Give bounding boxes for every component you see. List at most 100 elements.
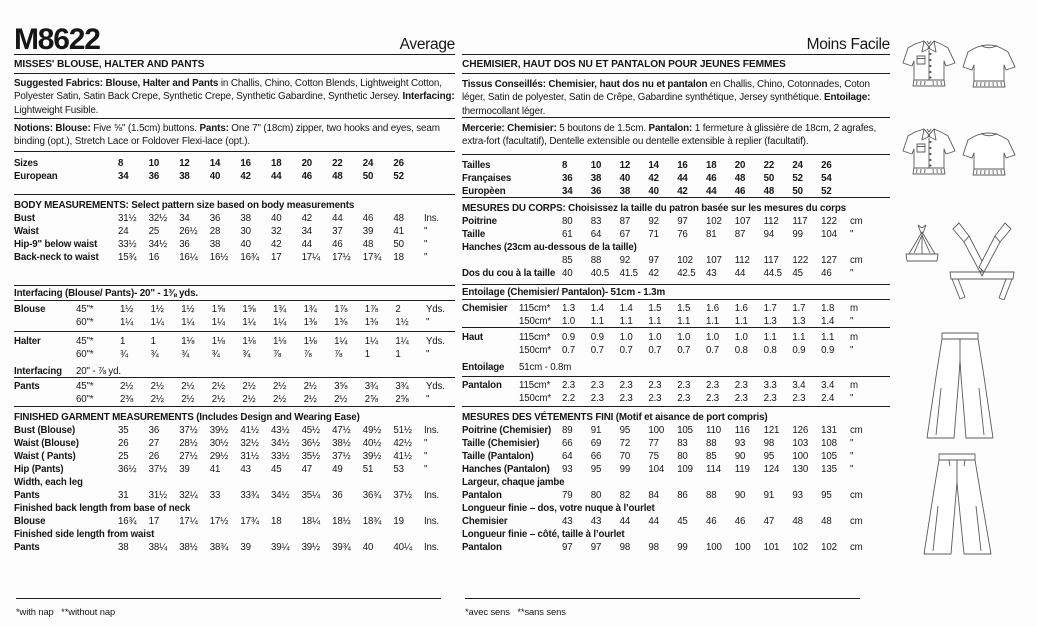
- table-cell: 1.1: [734, 316, 748, 327]
- table-cell: 42: [301, 213, 313, 224]
- table-cell: ⅞: [303, 349, 312, 360]
- table-cell: Hanches (23cm au-dessous de la taille): [462, 242, 637, 253]
- table-cell: 43: [240, 464, 251, 475]
- sizes-table-en: Sizes 8 10 12 14 16 18 20 22 24 26 European 34 36 38 40…: [14, 152, 455, 195]
- table-cell: ": [423, 438, 428, 449]
- mesures-vetements-fini-table: Poitrine (Chemisier) 89 91 95 100 105 110 116 12…: [462, 424, 890, 554]
- table-cell: 107: [734, 216, 751, 227]
- table-cell: 36: [562, 173, 573, 184]
- table-cell: 87: [619, 216, 631, 227]
- table-cell: 14: [648, 160, 659, 171]
- table-row: Width, each leg: [14, 476, 455, 489]
- table-cell: 16: [677, 160, 688, 171]
- table-cell: 80: [677, 451, 688, 462]
- table-row: Pantalon 97 97 98 98 99 100 100 101 102 102 cm: [462, 541, 890, 554]
- table-cell: 2.3: [648, 380, 662, 391]
- table-cell: 98: [763, 438, 775, 449]
- table-cell: 1⅛: [303, 336, 317, 347]
- blouse-back-drawing-2: [960, 127, 1018, 177]
- table-cell: 1.0: [562, 316, 576, 327]
- table-cell: 37½: [332, 451, 351, 462]
- table-cell: 18: [393, 252, 404, 263]
- table-cell: 2½: [211, 394, 225, 405]
- table-cell: 1.1: [705, 316, 720, 327]
- table-cell: 41: [393, 226, 404, 237]
- table-cell: [424, 170, 455, 183]
- table-cell: ": [423, 464, 428, 475]
- table-cell: 24: [362, 158, 374, 169]
- table-cell: 40: [648, 186, 659, 197]
- table-cell: 91: [763, 490, 775, 501]
- table-cell: 46: [705, 173, 717, 184]
- table-cell: Pants: [14, 542, 40, 553]
- table-cell: 30: [240, 226, 251, 237]
- table-cell: 44: [619, 516, 631, 527]
- table-cell: 40: [270, 213, 282, 224]
- table-row: Taille 61 64 67 71 76 81 87 94 99 104 ": [462, 228, 890, 241]
- table-cell: 42: [677, 186, 688, 197]
- table-row: 150cm* 2.2 2.3 2.3 2.3 2.3 2.3 2.3 2.3 2.3 2.4 ": [462, 392, 890, 405]
- table-cell: 2.3: [734, 393, 748, 404]
- table-cell: 1⅞: [364, 304, 378, 315]
- pattern-number: M8622: [14, 22, 101, 56]
- table-cell: 1¼: [395, 336, 409, 347]
- table-cell: 0.9: [821, 345, 835, 356]
- table-cell: 99: [792, 229, 803, 240]
- table-cell: 97: [648, 255, 659, 266]
- table-cell: 126: [792, 425, 809, 436]
- mesures-vetements-fini-section: MESURES DES VÉTEMENTS FINI (Motif et ais…: [462, 407, 890, 554]
- table-cell: 50: [792, 186, 803, 197]
- table-cell: 40: [619, 173, 631, 184]
- table-cell: 1¼: [364, 336, 378, 347]
- table-cell: 17¼: [301, 252, 321, 263]
- table-cell: 28: [209, 226, 221, 237]
- table-cell: ¾: [120, 349, 128, 360]
- table-cell: 47½: [332, 425, 351, 436]
- table-cell: 104: [648, 464, 665, 475]
- table-cell: 39½: [301, 542, 321, 553]
- table-cell: Ins.: [423, 490, 439, 501]
- table-row: Interfacing 20" - ⅞ yd.: [14, 365, 455, 378]
- table-cell: 17: [148, 516, 160, 527]
- table-cell: 85: [705, 451, 717, 462]
- table-cell: 89: [562, 425, 573, 436]
- table-cell: 46: [734, 186, 746, 197]
- table-cell: 34: [301, 226, 313, 237]
- table-cell: 39½: [209, 425, 229, 436]
- table-cell: 38: [240, 213, 251, 224]
- table-cell: 44.5: [763, 268, 782, 279]
- table-cell: 33½: [118, 239, 137, 250]
- table-cell: 2: [395, 304, 401, 315]
- table-cell: ": [849, 316, 854, 327]
- table-cell: 26: [821, 160, 832, 171]
- table-cell: 35: [118, 425, 129, 436]
- table-cell: 1¾: [272, 304, 287, 315]
- table-cell: 64: [562, 451, 573, 462]
- table-cell: 16¾: [118, 516, 137, 527]
- table-cell: 16½: [209, 252, 229, 263]
- table-cell: 12: [619, 160, 631, 171]
- table-cell: 2⅝: [395, 394, 409, 405]
- table-cell: 32½: [148, 213, 168, 224]
- table-cell: 38: [619, 186, 631, 197]
- table-cell: ": [423, 226, 428, 237]
- table-cell: 2.4: [821, 393, 835, 404]
- table-cell: 150cm*: [519, 393, 551, 404]
- table-cell: 50: [393, 239, 404, 250]
- table-cell: [14, 316, 76, 329]
- table-cell: 1: [364, 349, 370, 360]
- table-cell: 2.3: [590, 380, 604, 391]
- table-cell: 37: [332, 226, 343, 237]
- table-cell: 34: [118, 171, 129, 182]
- table-cell: 51cm - 0.8m: [519, 362, 572, 373]
- table-cell: ⅞: [334, 349, 343, 360]
- table-cell: 97: [590, 542, 602, 553]
- table-cell: 16¼: [179, 252, 198, 263]
- table-cell: 64: [590, 229, 602, 240]
- table-cell: Bust (Blouse): [14, 425, 76, 436]
- table-cell: [850, 159, 890, 172]
- table-cell: 36: [148, 425, 160, 436]
- table-row: Dos du cou à la taille 40 40.5 41.5 42 42.5 43…: [462, 267, 890, 280]
- table-cell: 46: [332, 239, 343, 250]
- table-cell: Taille (Chemisier): [462, 438, 540, 449]
